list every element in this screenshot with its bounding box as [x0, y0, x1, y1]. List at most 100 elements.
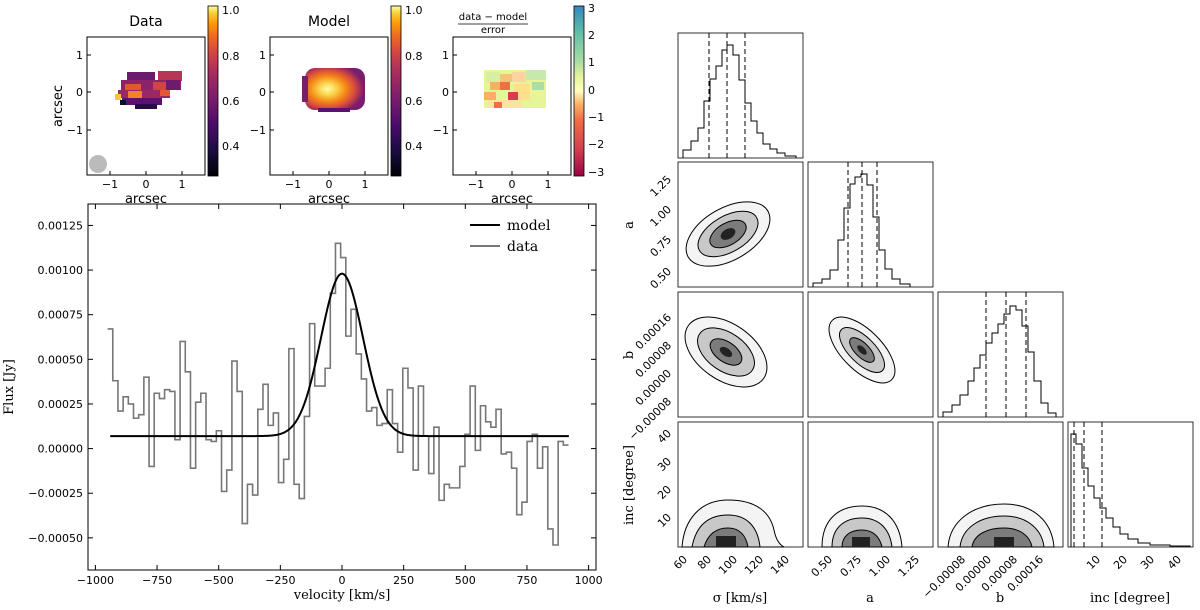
residual-map-image [484, 70, 546, 108]
corner-ylabel-inc: inc [degree] [622, 445, 637, 525]
histogram-step [942, 305, 1057, 417]
x-tick-label: 750 [516, 574, 537, 587]
corner-y-tick: 0.50 [648, 265, 675, 292]
colorbar-tick-label: 1.0 [222, 4, 240, 17]
data-map-image [115, 71, 182, 109]
corner-x-tick: 1.25 [896, 553, 923, 580]
corner-y-tick: 1.00 [648, 203, 675, 230]
y-tick-label: 0.00100 [38, 264, 84, 277]
colorbar [207, 5, 219, 177]
corner-hist-inc [1067, 421, 1194, 548]
colorbar-tick-label: −3 [588, 166, 604, 179]
corner-x-tick: 0.50 [809, 553, 836, 580]
corner-2d-sigma-a [677, 161, 804, 288]
x-tick-label: 1 [362, 178, 369, 191]
corner-xlabel-inc: inc [degree] [1090, 591, 1170, 606]
corner-hist-sigma [677, 32, 804, 159]
colorbar-tick-label: 0 [588, 84, 595, 97]
x-tick-label: −250 [265, 574, 295, 587]
corner-x-tick: 0.75 [838, 553, 865, 580]
y-tick-label: −0.00050 [28, 532, 83, 545]
model-line [110, 272, 569, 438]
corner-2d-sigma-b [677, 291, 804, 418]
corner-xlabel-a: a [866, 591, 874, 606]
y-tick-label: 1 [259, 49, 266, 62]
corner-x-tick: 30 [1138, 553, 1157, 572]
x-tick-label: 250 [393, 574, 414, 587]
corner-xlabel-b: b [996, 591, 1004, 606]
y-tick-label: −1 [433, 124, 449, 137]
x-tick-label: 0 [509, 178, 516, 191]
corner-hist-a [807, 161, 934, 288]
x-tick-label: 0 [339, 574, 346, 587]
y-tick-label: 0.00025 [38, 398, 84, 411]
corner-x-tick: 20 [1111, 553, 1130, 572]
y-tick-label: 0 [76, 86, 83, 99]
y-tick-label: 0.00000 [38, 443, 84, 456]
corner-2d-a-b [807, 291, 934, 418]
x-tick-label: −1000 [77, 574, 114, 587]
beam-ellipse [89, 155, 107, 173]
y-tick-label: −1 [67, 124, 83, 137]
corner-ylabel-b: b [622, 351, 637, 359]
x-tick-label: −1 [468, 178, 484, 191]
y-tick-label: 0.00050 [38, 353, 84, 366]
colorbar-tick-label: 0.6 [222, 95, 240, 108]
map-ylabel: arcsec [51, 85, 66, 127]
spectrum-xlabel: velocity [km/s] [293, 588, 391, 603]
corner-y-tick: 10 [655, 511, 674, 530]
histogram-step [1070, 433, 1191, 547]
map-title-model: Model [308, 14, 350, 30]
colorbar-tick-label: −1 [588, 111, 604, 124]
corner-x-tick: 140 [768, 553, 792, 577]
y-tick-label: 0.00125 [38, 219, 84, 232]
histogram-step [682, 44, 797, 158]
colorbar-tick-label: 3 [588, 2, 595, 15]
corner-2d-b-inc [937, 421, 1064, 548]
corner-xlabel-sigma: σ [km/s] [713, 591, 767, 606]
y-tick-label: 1 [442, 49, 449, 62]
x-tick-label: 1 [545, 178, 552, 191]
legend-label-data: data [507, 239, 538, 255]
spectrum-panel: −1000 −750 −500 −250 0 250 500 750 1000 0.001250… [2, 203, 603, 603]
corner-y-tick: 0.75 [648, 233, 675, 260]
colorbar-tick-label: 0.6 [405, 95, 423, 108]
corner-x-tick: 60 [671, 553, 690, 572]
corner-y-tick: 1.25 [648, 173, 675, 200]
map-panel-model: Model −1 0 1 1 0 −1 arcsec 1.0 0.8 0.6 0… [250, 4, 423, 207]
colorbar-tick-label: 1 [588, 56, 595, 69]
map-xlabel: arcsec [125, 192, 167, 207]
spectrum-ylabel: Flux [Jy] [2, 359, 17, 415]
map-xlabel: arcsec [308, 192, 350, 207]
data-step-line [107, 242, 569, 546]
spectrum-series [107, 242, 569, 546]
y-tick-label: 0 [259, 86, 266, 99]
corner-y-tick: 20 [655, 483, 674, 502]
map-title-residual-num: data − model [459, 12, 527, 23]
colorbar-tick-label: 1.0 [405, 4, 423, 17]
corner-ylabel-a: a [622, 221, 637, 229]
x-tick-label: −1 [102, 178, 118, 191]
corner-hist-b [937, 291, 1064, 418]
spectrum-y-ticks: 0.00125 0.00100 0.00075 0.00050 0.00025 0.000… [28, 219, 596, 545]
corner-plot: 60 80 100 120 140 0.50 0.75 1.00 1.25 −0… [622, 32, 1194, 606]
corner-2d-sigma-inc [677, 421, 804, 548]
y-tick-label: 0 [442, 86, 449, 99]
legend-label-model: model [507, 218, 551, 234]
x-tick-label: −1 [285, 178, 301, 191]
map-title-residual-den: error [481, 25, 506, 36]
map-panel-residual: data − model error −1 [433, 2, 604, 207]
corner-2d-a-inc [807, 421, 934, 548]
colorbar-tick-label: −2 [588, 138, 604, 151]
x-tick-label: −500 [204, 574, 234, 587]
colorbar-tick-label: 2 [588, 29, 595, 42]
y-tick-label: −1 [250, 124, 266, 137]
y-tick-label: 0.00075 [38, 309, 84, 322]
x-tick-label: −750 [142, 574, 172, 587]
x-tick-label: 1000 [575, 574, 603, 587]
map-axis-ticks [453, 54, 549, 175]
colorbar [390, 5, 402, 177]
x-tick-label: 0 [143, 178, 150, 191]
corner-y-tick: 40 [655, 427, 674, 446]
x-tick-label: 1 [179, 178, 186, 191]
